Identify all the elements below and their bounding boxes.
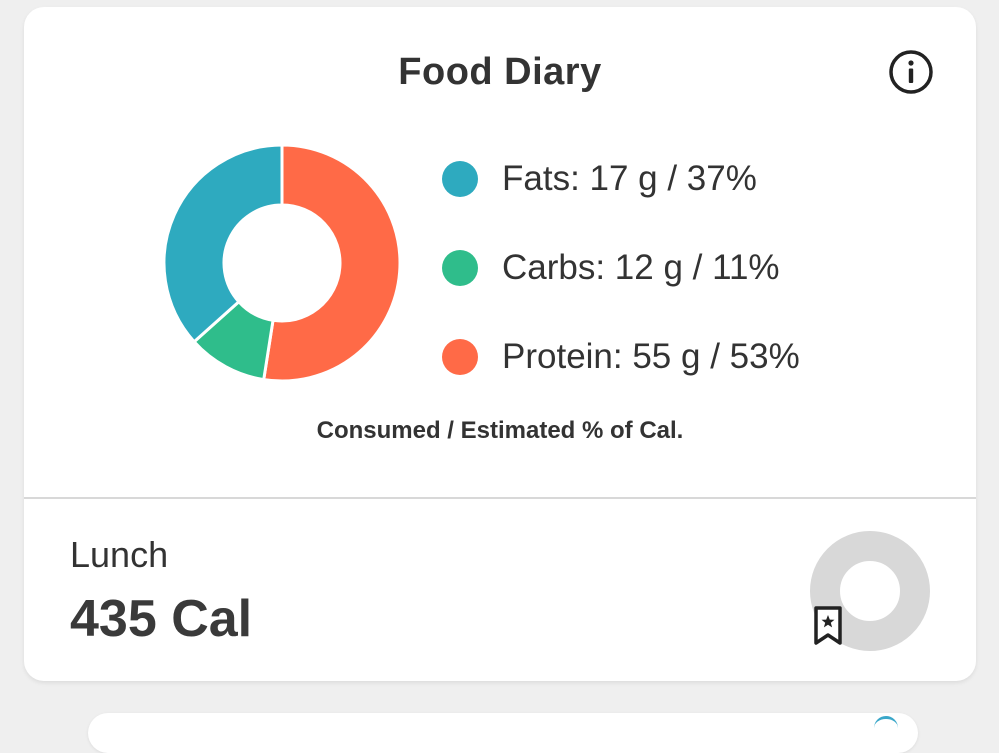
donut-slice-protein: [262, 143, 402, 383]
legend-item-fats: Fats: 17 g / 37%: [442, 149, 800, 209]
protein-color-dot: [442, 339, 478, 375]
meal-name: Lunch: [70, 534, 169, 575]
legend-item-protein: Protein: 55 g / 53%: [442, 327, 800, 387]
meal-calories: 435 Cal: [70, 590, 253, 648]
info-button[interactable]: [888, 49, 934, 95]
bookmark-button[interactable]: [813, 605, 843, 652]
carbs-label: Carbs: 12 g / 11%: [502, 248, 780, 287]
meal-progress-ring: [810, 531, 930, 651]
next-card-accent: [874, 716, 898, 731]
card-title: Food Diary: [398, 51, 602, 93]
fats-label: Fats: 17 g / 37%: [502, 159, 757, 198]
section-divider: [24, 497, 976, 499]
macro-legend: Fats: 17 g / 37% Carbs: 12 g / 11% Prote…: [442, 149, 800, 416]
protein-label: Protein: 55 g / 53%: [502, 337, 800, 376]
carbs-color-dot: [442, 250, 478, 286]
bookmark-star-icon: [814, 606, 842, 645]
food-diary-card: Food Diary Fats: 17 g / 37% Carbs: 12 g …: [24, 7, 976, 681]
macro-donut-chart: [162, 143, 402, 383]
info-circle-icon: [889, 50, 933, 94]
donut-slice-fats: [162, 143, 284, 344]
legend-item-carbs: Carbs: 12 g / 11%: [442, 238, 800, 298]
fats-color-dot: [442, 161, 478, 197]
chart-caption: Consumed / Estimated % of Cal.: [316, 417, 684, 444]
next-card: [88, 713, 918, 753]
